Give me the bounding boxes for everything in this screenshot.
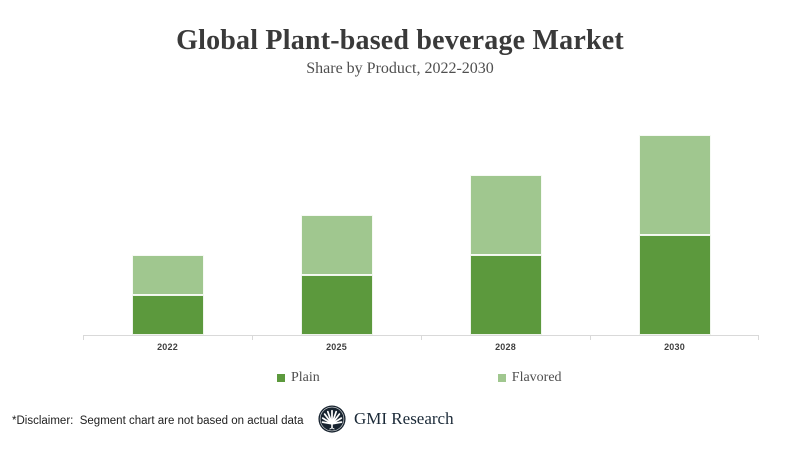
legend-swatch-plain xyxy=(277,374,285,382)
chart-subtitle: Share by Product, 2022-2030 xyxy=(306,60,494,77)
x-axis-label-2030: 2030 xyxy=(664,342,685,352)
brand-name: GMI Research xyxy=(354,409,454,428)
legend-swatch-flavored xyxy=(497,374,506,382)
bar-segment-flavored-2025 xyxy=(300,215,373,275)
stacked-bar-2028 xyxy=(469,175,542,335)
stacked-bar-2030 xyxy=(638,135,711,335)
bar-segment-plain-2025 xyxy=(300,275,373,335)
plot-area xyxy=(83,100,759,340)
brand-logo: GMI Research xyxy=(318,405,454,433)
bar-group-2022 xyxy=(83,100,252,335)
x-axis-tick xyxy=(252,336,253,340)
x-axis-label-2022: 2022 xyxy=(157,342,178,352)
gmi-logo-icon xyxy=(318,405,346,433)
x-axis-label-2025: 2025 xyxy=(326,342,347,352)
bar-segment-plain-2028 xyxy=(469,255,542,335)
bar-segment-flavored-2030 xyxy=(638,135,711,235)
bar-segment-plain-2022 xyxy=(131,295,204,335)
disclaimer-text: *Disclaimer: Segment chart are not based… xyxy=(12,415,304,427)
bar-segment-plain-2030 xyxy=(638,235,711,335)
legend-label-flavored: Flavored xyxy=(511,370,562,385)
x-axis-label-2028: 2028 xyxy=(495,342,516,352)
x-axis-tick xyxy=(590,336,591,340)
x-axis-tick xyxy=(83,336,84,340)
legend-label-plain: Plain xyxy=(291,370,320,385)
bar-segment-flavored-2022 xyxy=(131,255,204,295)
x-axis-tick xyxy=(758,336,759,340)
legend-item-flavored: Flavored xyxy=(497,370,562,386)
chart-title: Global Plant-based beverage Market xyxy=(176,25,624,56)
x-axis-tick xyxy=(421,336,422,340)
bar-group-2030 xyxy=(590,100,759,335)
stacked-bar-2022 xyxy=(131,255,204,335)
stacked-bar-2025 xyxy=(300,215,373,335)
bar-group-2025 xyxy=(252,100,421,335)
legend-item-plain: Plain xyxy=(277,370,320,386)
bar-segment-flavored-2028 xyxy=(469,175,542,255)
x-axis-labels: 2022 2025 2028 2030 xyxy=(83,342,759,352)
bar-group-2028 xyxy=(421,100,590,335)
legend: Plain Flavored xyxy=(277,370,562,386)
